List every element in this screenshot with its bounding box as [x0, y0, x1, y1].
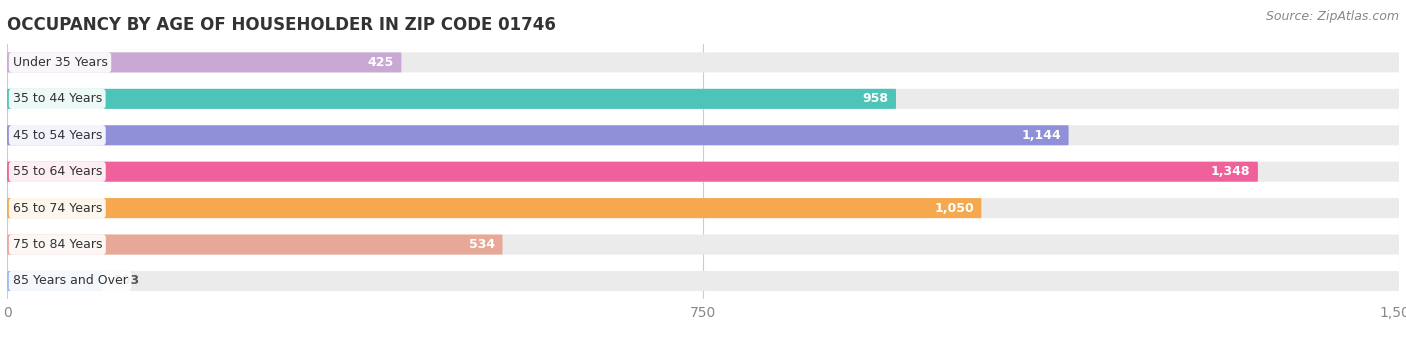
FancyBboxPatch shape: [7, 89, 1399, 109]
FancyBboxPatch shape: [7, 271, 1399, 291]
FancyBboxPatch shape: [7, 89, 896, 109]
FancyBboxPatch shape: [7, 52, 402, 72]
Text: 85 Years and Over: 85 Years and Over: [13, 274, 128, 288]
Text: 1,348: 1,348: [1211, 165, 1250, 178]
FancyBboxPatch shape: [7, 162, 1399, 182]
FancyBboxPatch shape: [7, 198, 981, 218]
Text: Source: ZipAtlas.com: Source: ZipAtlas.com: [1265, 10, 1399, 23]
FancyBboxPatch shape: [7, 198, 1399, 218]
Text: 534: 534: [470, 238, 495, 251]
Text: 958: 958: [863, 92, 889, 105]
FancyBboxPatch shape: [7, 235, 1399, 255]
Text: 65 to 74 Years: 65 to 74 Years: [13, 202, 103, 215]
Text: 1,144: 1,144: [1021, 129, 1062, 142]
FancyBboxPatch shape: [7, 125, 1069, 145]
Text: 1,050: 1,050: [934, 202, 974, 215]
Text: 45 to 54 Years: 45 to 54 Years: [13, 129, 103, 142]
Text: 75 to 84 Years: 75 to 84 Years: [13, 238, 103, 251]
FancyBboxPatch shape: [7, 52, 1399, 72]
Text: Under 35 Years: Under 35 Years: [13, 56, 107, 69]
FancyBboxPatch shape: [7, 271, 103, 291]
Text: 55 to 64 Years: 55 to 64 Years: [13, 165, 103, 178]
FancyBboxPatch shape: [7, 125, 1399, 145]
Text: 35 to 44 Years: 35 to 44 Years: [13, 92, 101, 105]
Text: OCCUPANCY BY AGE OF HOUSEHOLDER IN ZIP CODE 01746: OCCUPANCY BY AGE OF HOUSEHOLDER IN ZIP C…: [7, 16, 555, 34]
FancyBboxPatch shape: [7, 235, 502, 255]
Text: 425: 425: [368, 56, 394, 69]
Text: 103: 103: [114, 274, 139, 288]
FancyBboxPatch shape: [7, 162, 1258, 182]
